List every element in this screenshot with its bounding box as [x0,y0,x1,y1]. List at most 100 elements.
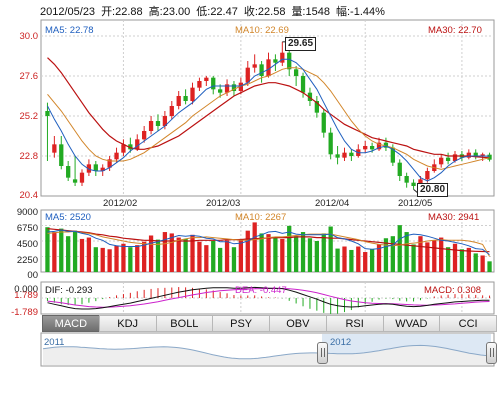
candle-body [307,92,313,101]
volume-bar [155,239,161,272]
price-ma5-label: MA5: 22.78 [45,25,94,36]
volume-bar [473,253,478,272]
volume-bar [459,249,465,272]
candle-body [52,144,57,153]
volume-bar [252,222,257,272]
volume-bar [376,244,382,272]
volume-bar [128,247,133,272]
volume-bar [52,232,57,272]
candle-body [287,52,292,70]
price-ma10-label: MA10: 22.69 [235,25,289,36]
volume-bar [418,236,423,272]
candle-body [224,84,230,93]
tab-kdj[interactable]: KDJ [98,315,157,332]
candle-body [369,146,375,150]
candle-body [487,154,492,160]
tab-wvad[interactable]: WVAD [382,315,441,332]
tab-obv[interactable]: OBV [269,315,327,332]
volume-bar [204,245,209,272]
volume-bar [342,246,347,272]
candle-body [259,64,264,76]
candle-body [176,96,181,106]
candle-body [280,52,285,63]
volume-bar [273,237,278,272]
candle-body [328,132,333,155]
candle-body [404,176,409,183]
candle-body [231,84,237,91]
candle-body [473,152,478,156]
volume-bar [100,247,105,272]
low-label: 低: [196,6,211,18]
candle-body [411,182,416,186]
tab-boll[interactable]: BOLL [155,315,214,332]
navigator-right-handle[interactable] [486,342,497,364]
candle-body [79,172,85,183]
volume-bar [93,247,98,272]
low-value: 22.47 [210,6,238,18]
volume-y-tick: 6750 [16,223,38,234]
open-value: 22.88 [115,6,143,18]
volume-ma5-label: MA5: 2520 [45,212,91,223]
dif-label: DIF: -0.293 [45,285,93,296]
close-label: 收: [243,6,258,18]
tab-macd[interactable]: MACD [42,315,100,332]
volume-ma10-label: MA10: 2267 [235,212,287,223]
volume-bar [445,247,451,272]
navigator-line [42,344,493,360]
candle-body [169,106,174,116]
candle-body [376,142,382,150]
candle-body [425,171,430,180]
x-tick: 2012/03 [206,198,241,209]
candle-body [418,179,423,186]
volume-bar [487,261,492,272]
candle-body [190,87,195,101]
high-label: 高: [148,6,163,18]
price-y-tick: 22.8 [19,151,39,162]
change-label: 幅: [335,6,351,18]
navigator-left-handle[interactable] [317,342,328,364]
candle-body [45,111,50,116]
navigator-area [43,345,492,365]
candle-body [135,139,140,150]
volume-bar [397,225,402,272]
volume-bar [162,232,168,272]
candle-body [93,164,98,171]
price-ma30-label: MA30: 22.70 [428,25,482,36]
price-panel-frame [40,19,495,197]
indicator-tabs: MACD KDJ BOLL PSY OBV RSI WVAD CCI [42,315,497,332]
candle-body [321,112,326,133]
macd-y-tick: 0.000 [14,284,38,295]
tab-rsi[interactable]: RSI [325,315,384,332]
volume-y-tick: 9000 [16,207,38,218]
candle-body [363,146,368,150]
x-tick: 2012/04 [315,198,350,209]
candle-body [107,159,112,168]
candle-body [218,89,223,93]
candle-body [466,152,471,158]
volume-bar [142,241,147,272]
candle-body [390,147,395,163]
volume-bar [176,237,181,272]
volume-bar [114,245,119,272]
macd-y-tick: -1.789 [11,307,38,318]
volume-bar [356,246,361,272]
volume-label: 量: [291,6,306,18]
candle-body [293,69,299,76]
candle-body [335,154,340,158]
volume-value: 1548 [305,6,330,18]
volume-bar [66,236,71,272]
candle-body [266,59,271,76]
volume-bar [293,236,299,272]
volume-bar [107,249,112,272]
volume-bar [231,247,237,272]
volume-bar [363,252,368,272]
volume-bar [169,233,174,272]
tab-cci[interactable]: CCI [439,315,497,332]
high-callout: 29.65 [285,37,317,51]
candle-body [72,179,78,183]
volume-bar [59,228,64,272]
tab-psy[interactable]: PSY [212,315,270,332]
candle-body [314,101,319,113]
volume-bar [314,241,319,272]
